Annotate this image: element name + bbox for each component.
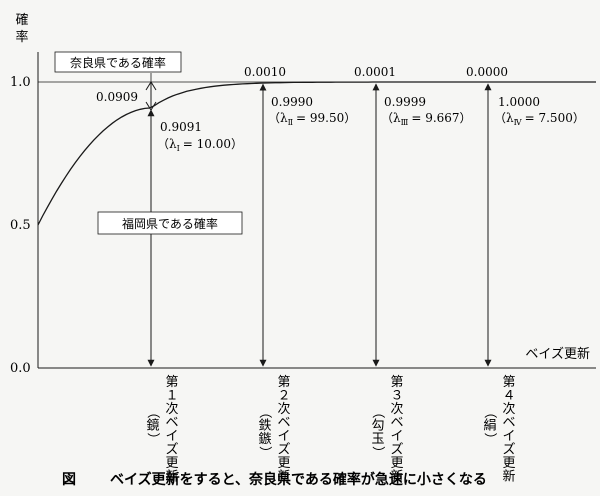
gap-label: 0.0000 bbox=[466, 65, 508, 79]
update-axis-labels: 第１次ベイズ更新（鏡）第２次ベイズ更新（鉄鏃）第３次ベイズ更新（勾玉）第４次ベイ… bbox=[145, 375, 516, 485]
update-axis-label-char: ズ bbox=[502, 442, 515, 458]
fukuoka-label-box bbox=[97, 211, 243, 235]
update-object-label-char: （ bbox=[145, 405, 160, 418]
update-axis-label-char: ズ bbox=[165, 442, 178, 458]
nara-probability-curve bbox=[37, 81, 596, 226]
update-axis-label-char: ４ bbox=[502, 389, 515, 404]
update-4-labels: 1.0000 （λⅣ = 7.500） bbox=[494, 95, 585, 127]
update-axis-label-char: 第 bbox=[165, 375, 178, 390]
update-axis-label-char: 次 bbox=[277, 401, 290, 417]
update-axis-label-char: 新 bbox=[390, 469, 403, 485]
update-axis-label-char: 更 bbox=[502, 456, 515, 471]
gap-label: 0.0001 bbox=[354, 65, 396, 79]
update-axis-label-char: 第 bbox=[502, 375, 515, 390]
update-axis-label-char: イ bbox=[165, 429, 178, 444]
y-axis-label-char-2: 率 bbox=[15, 29, 28, 45]
y-tick-label: 0.0 bbox=[10, 361, 31, 376]
update-object-label-char: 絹 bbox=[483, 419, 496, 434]
update-axis-label-char: 第 bbox=[390, 375, 403, 390]
update-object-label-char: 鉄 bbox=[258, 419, 271, 434]
update-axis-label-char: ベ bbox=[390, 416, 403, 431]
lambda-label: （λⅢ = 9.667） bbox=[381, 111, 472, 127]
update-object-label-char: 玉 bbox=[371, 432, 384, 447]
update-axis-label-char: ３ bbox=[390, 389, 403, 404]
update-axis-label-char: イ bbox=[277, 429, 290, 444]
figure-caption: ベイズ更新をすると、奈良県である確率が急速に小さくなる bbox=[110, 471, 487, 488]
gap-label: 0.0010 bbox=[244, 65, 286, 79]
x-axis-label: ベイズ更新 bbox=[525, 346, 590, 362]
update-object-label-char: 勾 bbox=[371, 419, 384, 434]
update-value-label: 0.9990 bbox=[271, 95, 313, 109]
update-object-label-char: （ bbox=[482, 405, 497, 418]
update-axis-label-char: ズ bbox=[277, 442, 290, 458]
fukuoka-label: 福岡県である確率 bbox=[122, 216, 218, 231]
update-axis-label-char: 次 bbox=[165, 401, 178, 417]
y-axis-label-char-1: 確 bbox=[15, 12, 28, 28]
update-object-label-char: 鏃 bbox=[258, 432, 271, 447]
update-axis-label-char: 更 bbox=[277, 456, 290, 471]
update-arrows bbox=[147, 83, 492, 367]
update-axis-label-char: イ bbox=[390, 429, 403, 444]
update-axis-label-char: 次 bbox=[502, 401, 515, 417]
update-object-label-char: （ bbox=[257, 405, 272, 418]
nara-label: 奈良県である確率 bbox=[70, 55, 166, 70]
update-object-label-char: ） bbox=[482, 432, 497, 445]
lambda-label: （λⅡ = 99.50） bbox=[268, 111, 356, 127]
y-tick-label: 0.5 bbox=[10, 218, 31, 233]
nara-label-box bbox=[54, 51, 182, 73]
update-object-label-char: 鏡 bbox=[146, 419, 159, 434]
update-object-label-char: （ bbox=[370, 405, 385, 418]
update-value-label: 1.0000 bbox=[498, 95, 540, 109]
update-axis-label-char: ズ bbox=[390, 442, 403, 458]
update-axis-label-char: 次 bbox=[390, 401, 403, 417]
update-1-labels: 0.9091 （λⅠ = 10.00） bbox=[157, 120, 243, 153]
update-object-label-char: ） bbox=[257, 446, 272, 459]
update-object-label-char: ） bbox=[145, 432, 160, 445]
update-axis-label-char: １ bbox=[165, 389, 178, 404]
figure-caption-prefix: 図 bbox=[62, 472, 76, 488]
update-axis-label-char: ベ bbox=[165, 416, 178, 431]
update-axis-label-char: 第 bbox=[277, 375, 290, 390]
update-axis-label-char: 更 bbox=[390, 456, 403, 471]
update-axis-label-char: ２ bbox=[277, 389, 290, 404]
update-axis-label-char: 新 bbox=[502, 469, 515, 485]
update-axis-label-char: ベ bbox=[502, 416, 515, 431]
update-3-labels: 0.9999 （λⅢ = 9.667） bbox=[381, 95, 472, 127]
update-value-label: 0.9999 bbox=[384, 95, 426, 109]
update-axis-label-char: イ bbox=[502, 429, 515, 444]
update-axis-label-char: 更 bbox=[165, 456, 178, 471]
gap-label: 0.0909 bbox=[96, 90, 138, 104]
update-axis-label-char: 新 bbox=[277, 469, 290, 485]
update-object-label-char: ） bbox=[370, 446, 385, 459]
lambda-label: （λⅠ = 10.00） bbox=[157, 137, 243, 153]
update-axis-label-char: ベ bbox=[277, 416, 290, 431]
update-value-label: 0.9091 bbox=[160, 120, 202, 134]
update-2-labels: 0.9990 （λⅡ = 99.50） bbox=[268, 95, 356, 127]
update-axis-label-char: 新 bbox=[165, 469, 178, 485]
lambda-label: （λⅣ = 7.500） bbox=[494, 111, 585, 127]
y-tick-label: 1.0 bbox=[10, 75, 31, 90]
